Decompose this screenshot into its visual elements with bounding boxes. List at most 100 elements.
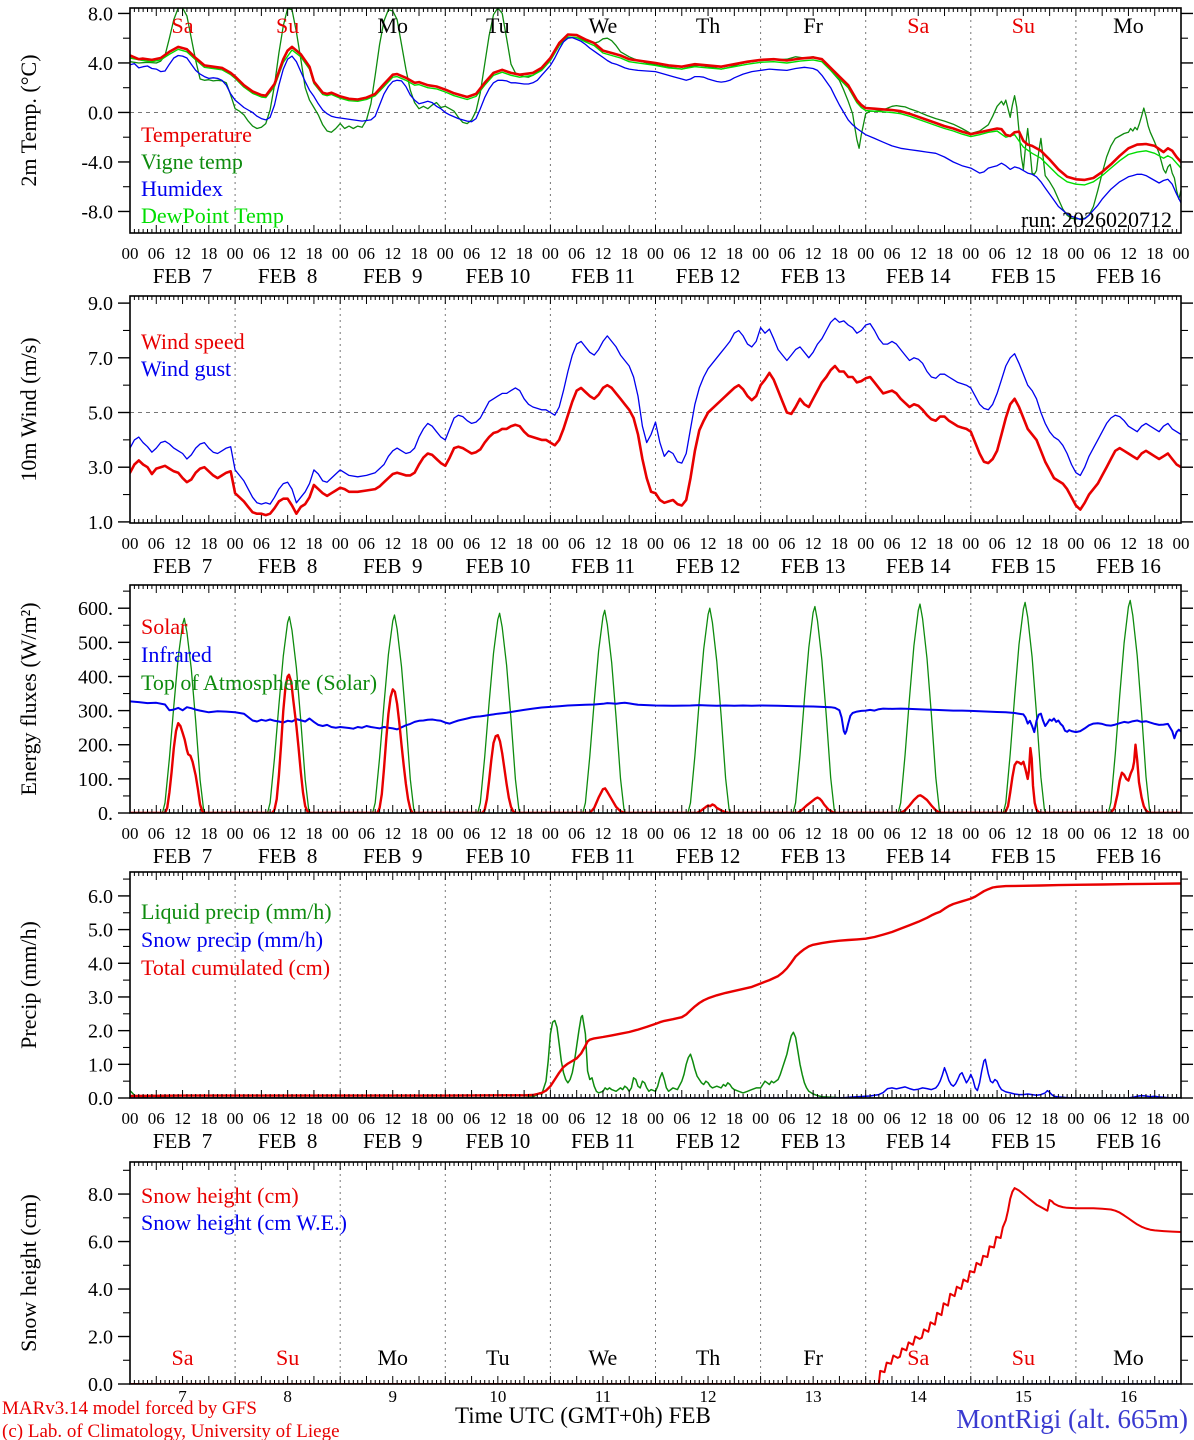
weekday-label: Th [696,13,720,38]
legend-label: Wind speed [141,329,245,354]
day-number-label: 9 [389,1387,398,1406]
x-hour-label: 06 [673,824,690,843]
date-label: FEB 13 [781,264,846,288]
x-hour-label: 12 [594,244,611,263]
x-hour-label: 00 [752,534,769,553]
x-hour-label: 12 [1120,244,1137,263]
y-tick-label: 500. [78,632,113,654]
legend-label: Vigne temp [141,149,243,174]
legend-label: Top of Atmosphere (Solar) [141,670,377,695]
date-label: FEB 9 [363,264,423,288]
x-hour-label: 00 [542,1109,559,1128]
x-hour-label: 00 [227,1109,244,1128]
x-hour-label: 18 [1041,244,1058,263]
weekday-label: Sa [172,1345,194,1370]
date-label: FEB 11 [571,844,635,868]
x-hour-label: 00 [962,1109,979,1128]
x-hour-label: 00 [122,824,139,843]
day-number-label: 8 [283,1387,292,1406]
x-hour-label: 06 [1094,534,1111,553]
x-hour-label: 06 [253,534,270,553]
x-hour-label: 12 [700,824,717,843]
date-label: FEB 11 [571,1129,635,1153]
x-hour-label: 00 [752,244,769,263]
y-tick-label: 100. [78,769,113,791]
x-hour-label: 00 [1173,824,1190,843]
date-label: FEB 9 [363,844,423,868]
y-tick-label: 5.0 [88,403,113,425]
date-label: FEB 13 [781,1129,846,1153]
x-hour-label: 12 [805,244,822,263]
date-label: FEB 15 [991,264,1056,288]
x-hour-label: 06 [253,824,270,843]
x-hour-label: 18 [726,534,743,553]
y-axis-title: Energy fluxes (W/m²) [16,602,41,795]
date-label: FEB 16 [1096,264,1161,288]
x-hour-label: 12 [384,244,401,263]
date-label: FEB 13 [781,844,846,868]
legend-label: Temperature [141,122,252,147]
y-tick-label: 4.0 [88,53,113,75]
x-hour-label: 00 [857,244,874,263]
x-hour-label: 06 [463,1109,480,1128]
x-hour-label: 18 [516,1109,533,1128]
weekday-label: Sa [172,13,194,38]
month-label: FEB [668,1403,711,1428]
x-hour-label: 12 [489,244,506,263]
weekday-label: We [589,1345,618,1370]
x-hour-label: 18 [516,244,533,263]
x-hour-label: 00 [437,244,454,263]
y-tick-label: 0.0 [88,1088,113,1110]
x-hour-label: 12 [910,534,927,553]
y-tick-label: 8.0 [88,1184,113,1206]
x-hour-label: 18 [1146,244,1163,263]
x-hour-label: 18 [200,1109,217,1128]
legend-label: Total cumulated (cm) [141,955,330,980]
y-tick-label: 9.0 [88,293,113,315]
x-hour-label: 06 [673,244,690,263]
date-label: FEB 15 [991,1129,1056,1153]
x-hour-label: 06 [358,534,375,553]
model-credit-line1: MARv3.14 model forced by GFS [2,1398,257,1419]
y-tick-label: -4.0 [81,152,113,174]
station-label: MontRigi (alt. 665m) [956,1404,1188,1434]
date-label: FEB 11 [571,264,635,288]
x-hour-label: 18 [305,244,322,263]
x-hour-label: 12 [1015,824,1032,843]
x-hour-label: 00 [1173,1109,1190,1128]
x-hour-label: 00 [1067,534,1084,553]
x-hour-label: 12 [489,824,506,843]
y-tick-label: 0.0 [88,1374,113,1396]
x-hour-label: 00 [647,244,664,263]
series-toa-solar [130,599,1181,813]
panel-frame [129,7,1182,234]
date-label: FEB 16 [1096,844,1161,868]
x-hour-label: 12 [1120,534,1137,553]
series-liquid-precip [130,1014,1181,1098]
date-label: FEB 8 [258,264,318,288]
y-axis-title: 10m Wind (m/s) [16,337,41,481]
y-tick-label: -8.0 [81,201,113,223]
x-hour-label: 06 [883,244,900,263]
x-hour-label: 00 [437,534,454,553]
x-hour-label: 00 [332,244,349,263]
date-label: FEB 12 [676,844,741,868]
weekday-label: We [589,13,618,38]
y-tick-label: 4.0 [88,1279,113,1301]
date-label: FEB 7 [153,1129,213,1153]
x-hour-label: 00 [962,244,979,263]
y-tick-label: 5.0 [88,920,113,942]
y-tick-label: 2.0 [88,1021,113,1043]
x-hour-label: 06 [568,534,585,553]
x-hour-label: 00 [122,244,139,263]
x-hour-label: 18 [305,534,322,553]
day-number-label: 7 [178,1387,187,1406]
x-hour-label: 12 [910,824,927,843]
x-hour-label: 00 [122,1109,139,1128]
x-hour-label: 00 [857,1109,874,1128]
weekday-label: Su [276,1345,299,1370]
weekday-label: Su [1012,1345,1035,1370]
y-axis-title: 2m Temp. (°C) [16,54,41,186]
date-label: FEB 13 [781,554,846,578]
date-label: FEB 8 [258,554,318,578]
